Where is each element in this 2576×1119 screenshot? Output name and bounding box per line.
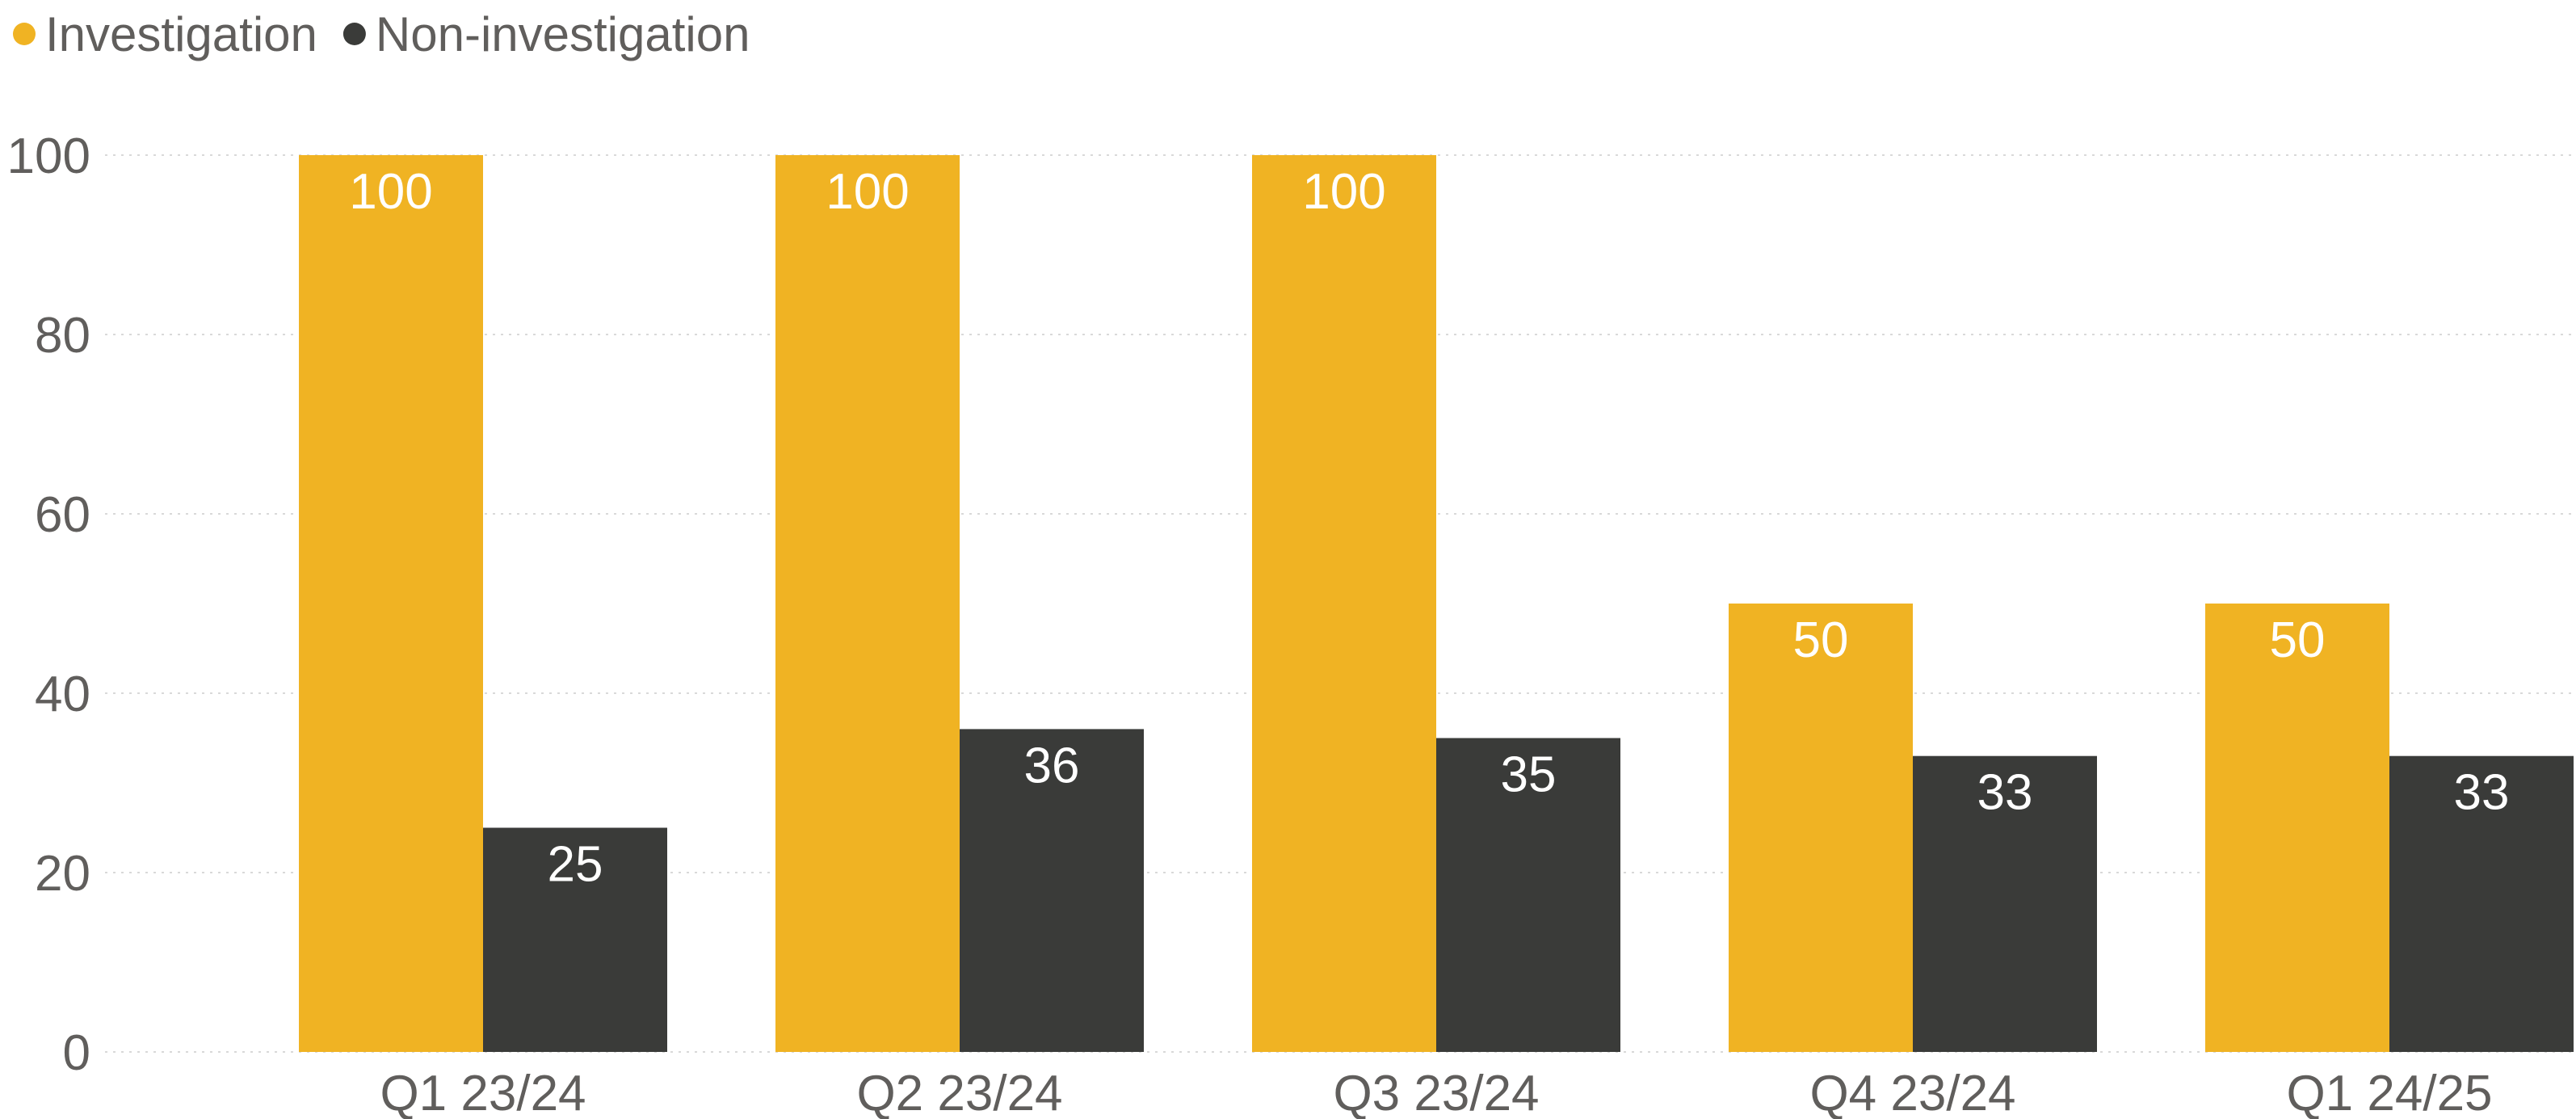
legend-item-investigation[interactable]: Investigation	[13, 7, 317, 61]
x-tick-label: Q4 23/24	[1809, 1066, 2015, 1119]
legend: Investigation Non-investigation	[13, 7, 750, 61]
legend-label: Non-investigation	[376, 7, 750, 61]
bar-non-investigation-q2-23-24[interactable]	[960, 729, 1144, 1052]
y-tick-label: 0	[63, 1025, 90, 1081]
data-label: 35	[1501, 747, 1557, 803]
bar-investigation-q1-23-24[interactable]	[299, 155, 483, 1052]
x-tick-label: Q2 23/24	[856, 1066, 1062, 1119]
legend-marker	[342, 23, 366, 45]
legend-item-non-investigation[interactable]: Non-investigation	[342, 7, 750, 61]
x-tick-label: Q1 23/24	[380, 1066, 586, 1119]
y-tick-label: 80	[35, 308, 90, 364]
y-axis: 0 20 40 60 80 100	[7, 128, 90, 1081]
y-tick-label: 20	[35, 846, 90, 902]
x-tick-label: Q3 23/24	[1333, 1066, 1539, 1119]
data-label: 50	[1793, 612, 1849, 668]
data-label: 100	[1302, 164, 1385, 220]
bar-investigation-q1-24-25[interactable]	[2205, 604, 2389, 1052]
data-label: 33	[1977, 765, 2033, 821]
data-label: 100	[826, 164, 909, 220]
y-tick-label: 100	[7, 128, 90, 184]
bar-investigation-q4-23-24[interactable]	[1729, 604, 1913, 1052]
y-tick-label: 40	[35, 667, 90, 722]
bar-investigation-q2-23-24[interactable]	[775, 155, 960, 1052]
bar-non-investigation-q4-23-24[interactable]	[1913, 755, 2097, 1052]
data-label: 36	[1024, 738, 1080, 793]
legend-marker	[13, 23, 36, 45]
data-label: 25	[548, 837, 603, 893]
legend-label: Investigation	[45, 7, 317, 61]
bar-non-investigation-q1-23-24[interactable]	[483, 827, 667, 1053]
data-label: 50	[2270, 612, 2326, 668]
x-tick-label: Q1 24/25	[2286, 1066, 2492, 1119]
bar-investigation-q3-23-24[interactable]	[1252, 155, 1436, 1052]
y-tick-label: 60	[35, 487, 90, 543]
bars: 100 25 100 36 100 35 50 33 50 33	[299, 155, 2574, 1052]
bar-non-investigation-q1-24-25[interactable]	[2389, 755, 2574, 1052]
x-axis: Q1 23/24 Q2 23/24 Q3 23/24 Q4 23/24 Q1 24/25	[380, 1066, 2492, 1119]
data-label: 33	[2454, 765, 2510, 821]
data-label: 100	[349, 164, 432, 220]
bar-non-investigation-q3-23-24[interactable]	[1436, 738, 1620, 1053]
